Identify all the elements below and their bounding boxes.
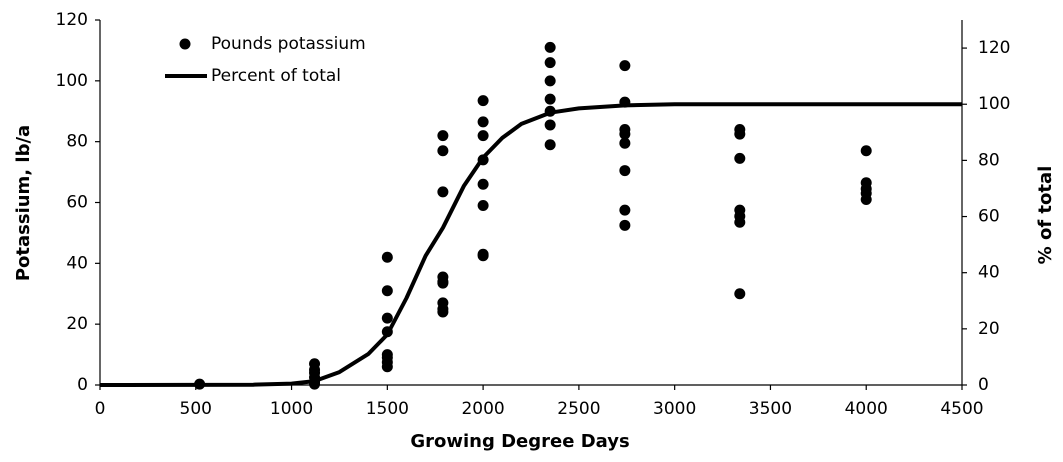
x-tick-label: 2000 xyxy=(461,399,504,419)
x-tick-label: 1000 xyxy=(270,399,313,419)
point xyxy=(619,165,631,177)
point xyxy=(381,251,393,263)
point xyxy=(544,93,556,105)
point xyxy=(381,285,393,297)
point xyxy=(544,57,556,69)
point xyxy=(477,130,489,142)
point xyxy=(544,41,556,53)
y-tick-label: 80 xyxy=(66,132,88,152)
y-tick-label: 60 xyxy=(66,193,88,213)
x-tick-label: 1500 xyxy=(366,399,409,419)
point xyxy=(619,204,631,216)
point xyxy=(544,119,556,131)
y2-tick-label: 100 xyxy=(978,94,1010,114)
y2-tick-label: 20 xyxy=(978,319,1000,339)
x-tick-label: 0 xyxy=(95,399,106,419)
point xyxy=(860,193,872,205)
point xyxy=(437,130,449,142)
point xyxy=(437,306,449,318)
line xyxy=(99,102,962,387)
legend-marker xyxy=(179,38,191,50)
y-tick-label: 40 xyxy=(66,253,88,273)
x-tick-label: 4000 xyxy=(845,399,888,419)
y-tick-label: 120 xyxy=(56,10,88,30)
point xyxy=(437,186,449,198)
point xyxy=(477,250,489,262)
point xyxy=(544,75,556,87)
x-tick-label: 500 xyxy=(180,399,212,419)
x-tick-label: 4500 xyxy=(940,399,983,419)
y2-tick-label: 120 xyxy=(978,38,1010,58)
x-tick-label: 3500 xyxy=(749,399,792,419)
point xyxy=(619,219,631,231)
y2-tick-label: 60 xyxy=(978,207,1000,227)
point xyxy=(734,216,746,228)
legend-label: Pounds potassium xyxy=(211,34,366,54)
y2-axis-label: % of total xyxy=(1035,166,1056,265)
point xyxy=(477,95,489,107)
y-axis-label: Potassium, lb/a xyxy=(13,125,34,281)
x-tick-label: 2500 xyxy=(557,399,600,419)
point xyxy=(437,277,449,289)
point xyxy=(477,200,489,212)
point xyxy=(544,139,556,151)
point xyxy=(381,312,393,324)
point xyxy=(860,145,872,157)
point xyxy=(619,128,631,140)
point xyxy=(477,116,489,128)
x-axis-label: Growing Degree Days xyxy=(410,431,629,452)
y-tick-label: 20 xyxy=(66,314,88,334)
y2-tick-label: 80 xyxy=(978,150,1000,170)
y-tick-label: 0 xyxy=(77,375,88,395)
point xyxy=(381,361,393,373)
y-tick-label: 100 xyxy=(56,71,88,91)
legend-label: Percent of total xyxy=(211,66,341,86)
point xyxy=(734,152,746,164)
point xyxy=(734,288,746,300)
point xyxy=(734,128,746,140)
point xyxy=(437,145,449,157)
x-tick-label: 3000 xyxy=(653,399,696,419)
point xyxy=(619,137,631,149)
point xyxy=(477,178,489,190)
y2-tick-label: 40 xyxy=(978,263,1000,283)
y2-tick-label: 0 xyxy=(978,375,989,395)
point xyxy=(619,60,631,72)
